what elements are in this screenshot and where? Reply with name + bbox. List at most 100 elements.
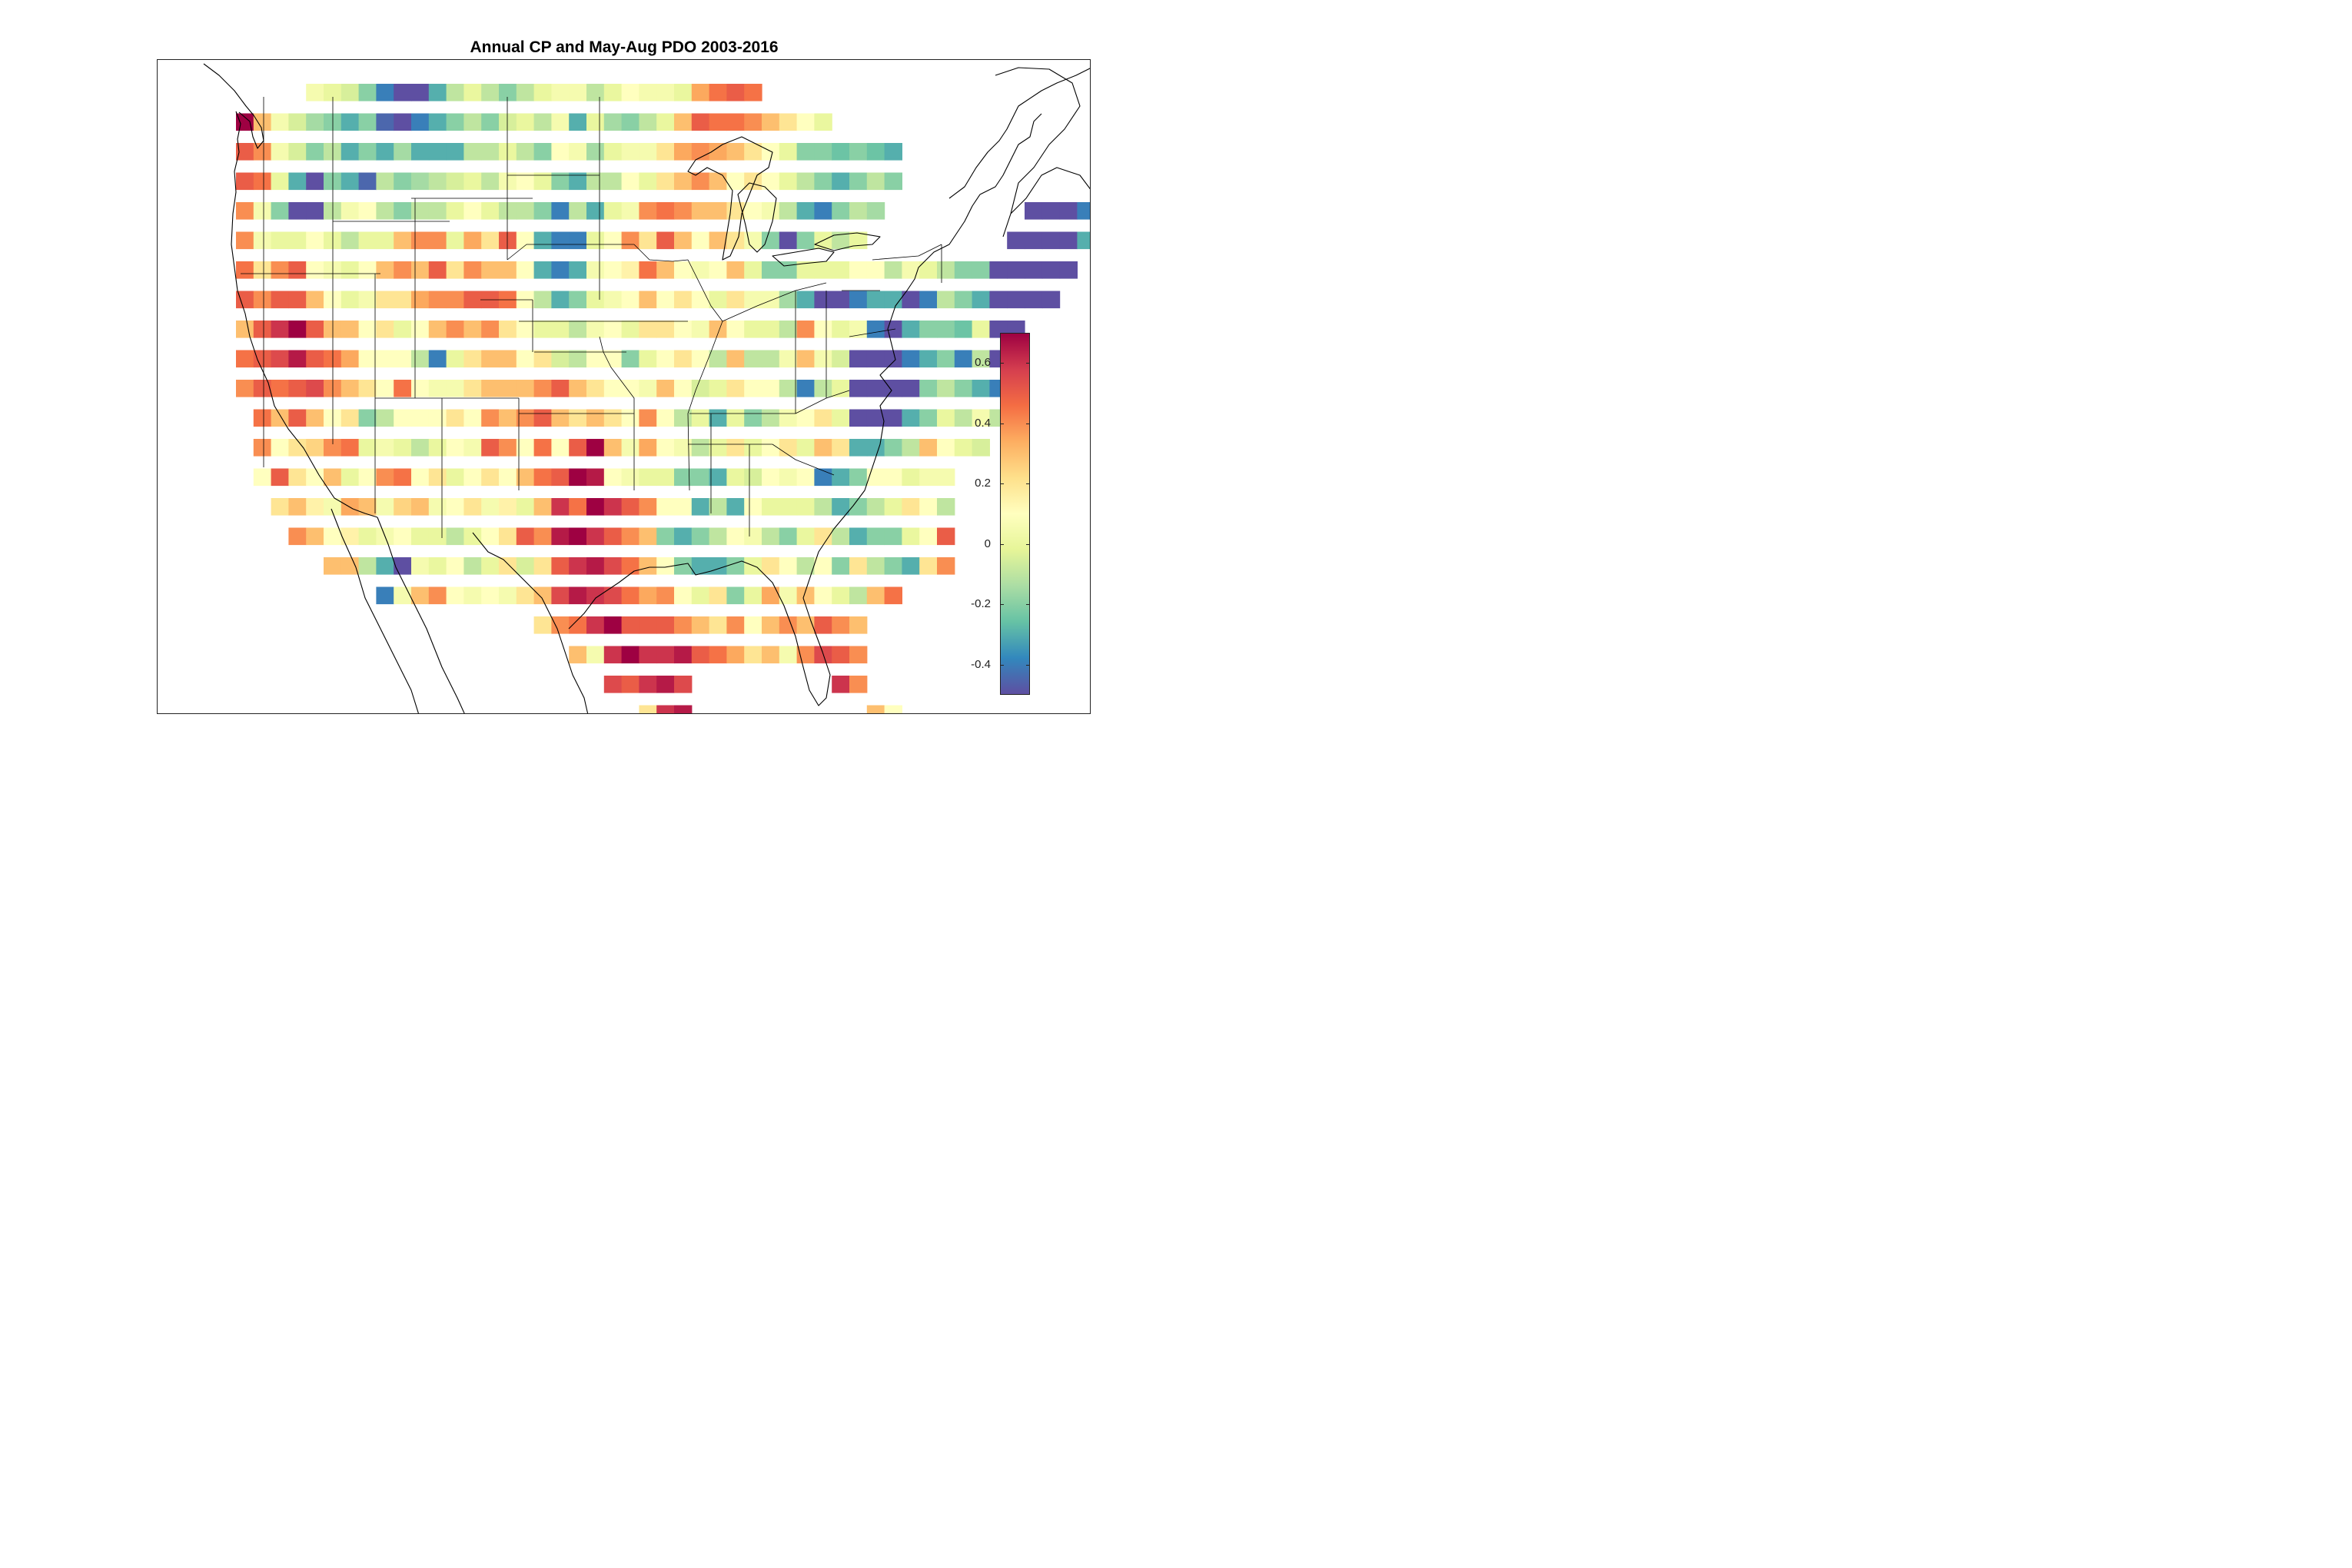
grid-cell — [376, 202, 394, 220]
grid-cell — [621, 172, 639, 191]
grid-cell — [796, 498, 815, 516]
grid-cell — [972, 409, 990, 427]
grid-cell — [779, 586, 798, 605]
grid-cell — [674, 84, 693, 101]
grid-cell — [762, 261, 780, 279]
grid-cell — [674, 321, 693, 338]
grid-cell — [849, 646, 868, 664]
grid-cell — [446, 291, 464, 309]
grid-cell — [533, 380, 552, 397]
grid-cell — [586, 172, 605, 191]
grid-cell — [463, 321, 482, 338]
grid-cell — [709, 586, 727, 605]
grid-cell — [271, 498, 289, 516]
grid-cell — [288, 527, 307, 546]
grid-cell — [586, 202, 605, 220]
grid-cell — [376, 380, 394, 397]
grid-cell — [884, 705, 902, 713]
grid-cell — [569, 143, 587, 161]
grid-cell — [236, 291, 254, 309]
grid-cell — [709, 261, 727, 279]
grid-cell — [358, 321, 377, 338]
grid-cell — [394, 202, 412, 220]
grid-cell — [656, 468, 675, 487]
grid-cell — [972, 350, 990, 368]
grid-cell — [814, 143, 832, 161]
grid-cell — [919, 350, 938, 368]
grid-cell — [569, 409, 587, 427]
grid-cell — [726, 172, 745, 191]
grid-cell — [394, 409, 412, 427]
grid-cell — [709, 646, 727, 664]
grid-cell — [1041, 261, 1061, 279]
grid-cell — [463, 439, 482, 457]
grid-cell — [569, 468, 587, 487]
grid-cell — [726, 84, 745, 101]
grid-cell — [621, 616, 639, 634]
grid-cell — [779, 380, 798, 397]
grid-cell — [516, 321, 535, 338]
grid-cell — [306, 172, 324, 191]
grid-cell — [569, 291, 587, 309]
grid-cell — [937, 380, 955, 397]
grid-cell — [884, 468, 902, 487]
grid-cell — [779, 498, 798, 516]
grid-cell — [762, 172, 780, 191]
grid-cell — [306, 261, 324, 279]
grid-cell — [709, 557, 727, 575]
grid-cell — [744, 646, 762, 664]
grid-cell — [428, 231, 447, 250]
grid-cell — [866, 557, 885, 575]
grid-cell — [569, 202, 587, 220]
grid-cell — [603, 498, 623, 516]
grid-cell — [1025, 261, 1043, 279]
grid-cell — [744, 439, 762, 457]
grid-cell — [463, 468, 482, 487]
grid-cell — [726, 439, 745, 457]
grid-cell — [358, 172, 377, 191]
grid-cells — [236, 84, 1090, 713]
grid-cell — [586, 527, 605, 546]
grid-cell — [762, 527, 780, 546]
grid-cell — [1025, 231, 1043, 250]
grid-cell — [603, 409, 623, 427]
grid-cell — [306, 291, 324, 309]
grid-cell — [516, 84, 535, 101]
grid-cell — [674, 616, 693, 634]
grid-cell — [709, 350, 727, 368]
grid-cell — [691, 231, 710, 250]
grid-cell — [271, 439, 289, 457]
grid-cell — [656, 172, 675, 191]
grid-cell — [639, 113, 657, 131]
grid-cell — [376, 350, 394, 368]
grid-cell — [656, 143, 675, 161]
grid-cell — [726, 113, 745, 131]
grid-cell — [762, 409, 780, 427]
grid-cell — [744, 172, 762, 191]
grid-cell — [516, 202, 535, 220]
grid-cell — [726, 468, 745, 487]
grid-cell — [639, 498, 657, 516]
grid-cell — [621, 586, 639, 605]
grid-cell — [516, 498, 535, 516]
grid-cell — [796, 527, 815, 546]
grid-cell — [271, 143, 289, 161]
grid-cell — [288, 350, 307, 368]
grid-cell — [533, 527, 552, 546]
grid-cell — [779, 143, 798, 161]
grid-cell — [849, 172, 868, 191]
grid-cell — [411, 321, 430, 338]
grid-cell — [516, 172, 535, 191]
grid-cell — [463, 291, 482, 309]
grid-cell — [937, 321, 955, 338]
grid-cell — [481, 527, 500, 546]
grid-cell — [603, 84, 623, 101]
grid-cell — [639, 143, 657, 161]
grid-cell — [603, 291, 623, 309]
grid-cell — [551, 557, 570, 575]
grid-cell — [674, 527, 693, 546]
grid-cell — [744, 468, 762, 487]
grid-cell — [691, 468, 710, 487]
grid-cell — [849, 439, 868, 457]
colorbar-tick-mark — [1026, 483, 1030, 485]
